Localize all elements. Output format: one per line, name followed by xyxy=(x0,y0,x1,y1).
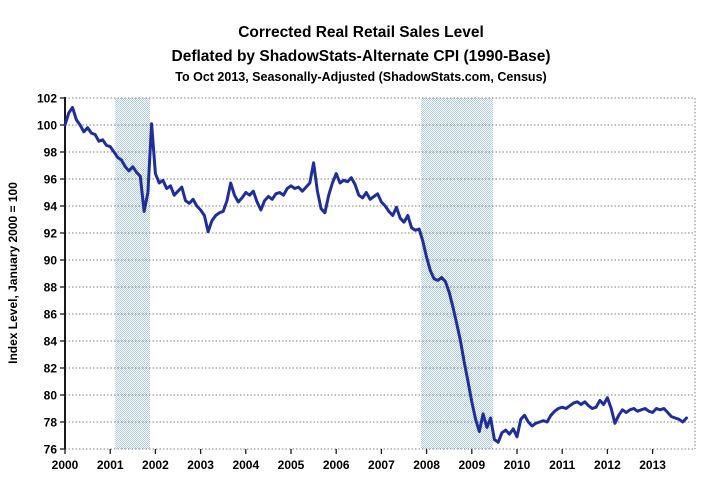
y-axis-tick-labels: 76 78 80 82 84 86 88 90 92 94 96 98 100 102 xyxy=(37,92,57,457)
gridlines xyxy=(65,124,695,423)
recession-band xyxy=(115,98,150,449)
plot-border xyxy=(65,97,696,450)
x-tick-label: 2000 xyxy=(52,458,79,472)
y-axis-title: Index Level, January 2000 = 100 xyxy=(6,182,20,364)
x-tick-label: 2005 xyxy=(278,458,305,472)
recession-bands xyxy=(115,98,494,449)
y-tick-label: 76 xyxy=(44,443,58,457)
x-tick-label: 2011 xyxy=(549,458,575,472)
x-tick-label: 2004 xyxy=(232,458,259,472)
x-tick-label: 2003 xyxy=(187,458,214,472)
x-tick-label: 2008 xyxy=(413,458,440,472)
y-tick-label: 82 xyxy=(44,362,58,376)
x-tick-label: 2010 xyxy=(504,458,531,472)
y-tick-label: 80 xyxy=(44,389,58,403)
y-tick-label: 84 xyxy=(44,335,58,349)
y-tick-label: 96 xyxy=(44,173,58,187)
y-tick-label: 86 xyxy=(44,308,58,322)
y-tick-label: 94 xyxy=(44,200,58,214)
y-tick-label: 92 xyxy=(44,227,58,241)
x-tick-label: 2009 xyxy=(458,458,485,472)
x-tick-label: 2013 xyxy=(639,458,666,472)
y-tick-label: 88 xyxy=(44,281,58,295)
y-tick-label: 102 xyxy=(37,92,57,106)
y-tick-label: 100 xyxy=(37,119,57,133)
y-tick-label: 98 xyxy=(44,146,58,160)
chart-title: Corrected Real Retail Sales Level xyxy=(238,24,484,41)
sales-line xyxy=(63,106,688,444)
x-tick-label: 2001 xyxy=(97,458,124,472)
x-axis-tick-labels: 2000 2001 2002 2003 2004 2005 2006 2007 2008 2009… xyxy=(52,458,667,472)
chart-subtitle: Deflated by ShadowStats-Alternate CPI (1… xyxy=(172,48,551,65)
y-tick-label: 90 xyxy=(44,254,58,268)
x-tick-label: 2012 xyxy=(594,458,621,472)
x-tick-label: 2007 xyxy=(368,458,395,472)
x-tick-label: 2002 xyxy=(142,458,169,472)
y-tick-label: 78 xyxy=(44,416,58,430)
chart-subtitle2: To Oct 2013, Seasonally-Adjusted (Shadow… xyxy=(175,70,546,84)
tick-marks xyxy=(60,97,654,454)
x-tick-label: 2006 xyxy=(323,458,350,472)
